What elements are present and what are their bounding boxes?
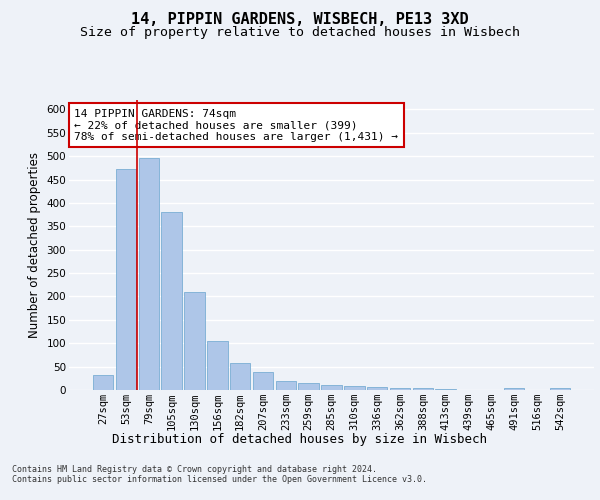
Bar — [413, 388, 433, 390]
Text: 14 PIPPIN GARDENS: 74sqm
← 22% of detached houses are smaller (399)
78% of semi-: 14 PIPPIN GARDENS: 74sqm ← 22% of detach… — [74, 108, 398, 142]
Bar — [184, 292, 205, 390]
Bar — [253, 372, 273, 390]
Bar — [207, 342, 227, 390]
Text: 14, PIPPIN GARDENS, WISBECH, PE13 3XD: 14, PIPPIN GARDENS, WISBECH, PE13 3XD — [131, 12, 469, 28]
Text: Distribution of detached houses by size in Wisbech: Distribution of detached houses by size … — [113, 432, 487, 446]
Bar — [367, 387, 388, 390]
Bar — [550, 388, 570, 390]
Bar — [139, 158, 159, 390]
Text: Contains HM Land Registry data © Crown copyright and database right 2024.
Contai: Contains HM Land Registry data © Crown c… — [12, 465, 427, 484]
Bar — [504, 388, 524, 390]
Y-axis label: Number of detached properties: Number of detached properties — [28, 152, 41, 338]
Text: Size of property relative to detached houses in Wisbech: Size of property relative to detached ho… — [80, 26, 520, 39]
Bar — [321, 385, 342, 390]
Bar — [275, 380, 296, 390]
Bar — [93, 375, 113, 390]
Bar — [161, 212, 182, 390]
Bar — [116, 169, 136, 390]
Bar — [298, 384, 319, 390]
Bar — [344, 386, 365, 390]
Bar — [436, 388, 456, 390]
Bar — [390, 388, 410, 390]
Bar — [230, 364, 250, 390]
